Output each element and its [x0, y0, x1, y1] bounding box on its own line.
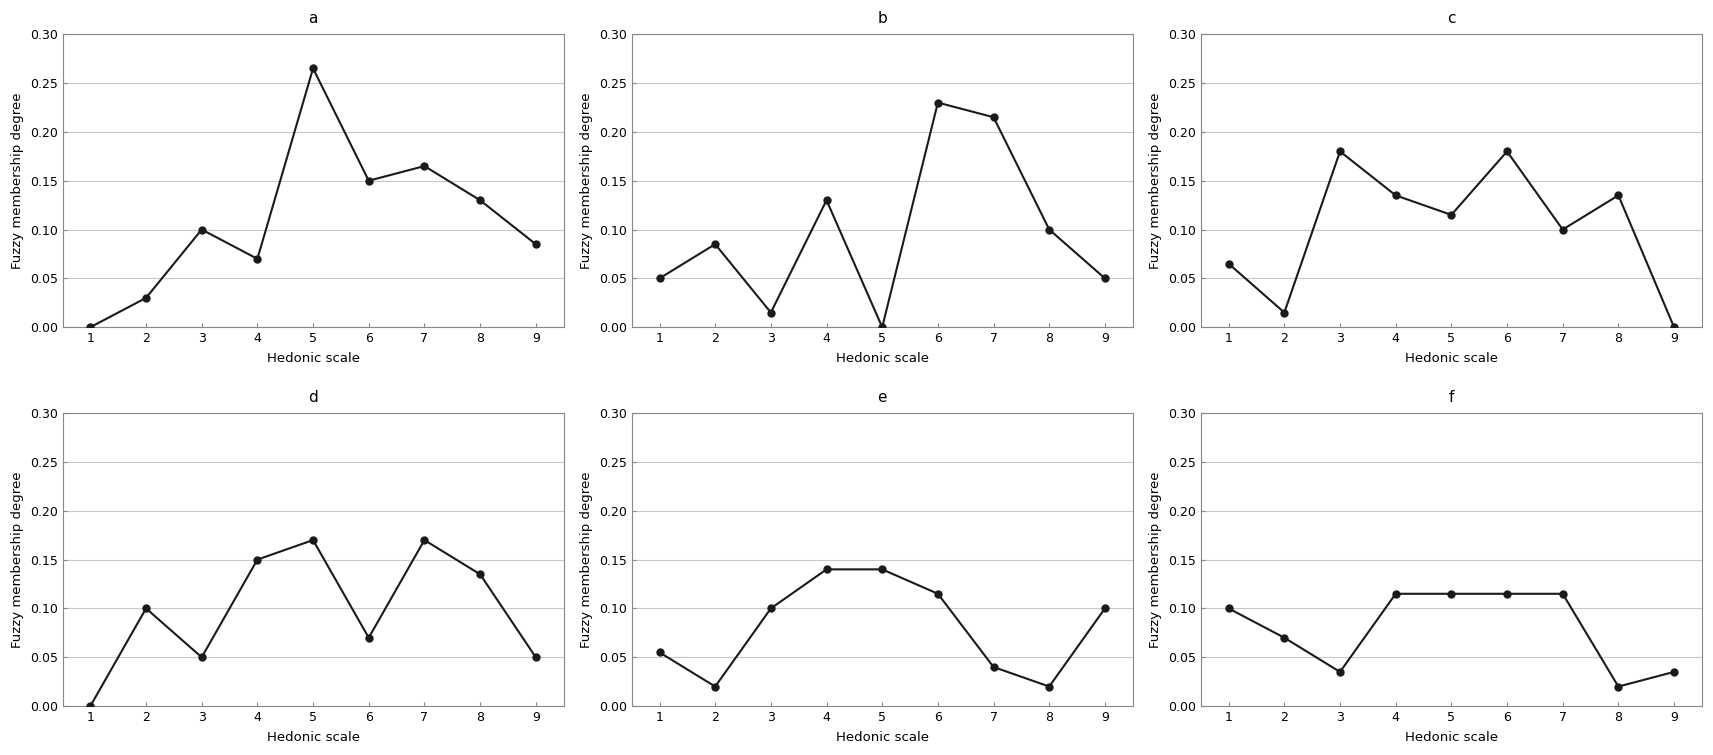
- Y-axis label: Fuzzy membership degree: Fuzzy membership degree: [10, 92, 24, 269]
- Y-axis label: Fuzzy membership degree: Fuzzy membership degree: [1149, 471, 1163, 648]
- Y-axis label: Fuzzy membership degree: Fuzzy membership degree: [10, 471, 24, 648]
- Title: b: b: [877, 11, 887, 26]
- X-axis label: Hedonic scale: Hedonic scale: [1405, 352, 1497, 365]
- Y-axis label: Fuzzy membership degree: Fuzzy membership degree: [1149, 92, 1163, 269]
- X-axis label: Hedonic scale: Hedonic scale: [267, 731, 360, 744]
- X-axis label: Hedonic scale: Hedonic scale: [1405, 731, 1497, 744]
- Y-axis label: Fuzzy membership degree: Fuzzy membership degree: [581, 92, 593, 269]
- Title: f: f: [1449, 390, 1454, 405]
- Title: a: a: [308, 11, 317, 26]
- Title: e: e: [877, 390, 887, 405]
- X-axis label: Hedonic scale: Hedonic scale: [267, 352, 360, 365]
- Title: d: d: [308, 390, 319, 405]
- X-axis label: Hedonic scale: Hedonic scale: [836, 731, 928, 744]
- Title: c: c: [1447, 11, 1456, 26]
- Y-axis label: Fuzzy membership degree: Fuzzy membership degree: [581, 471, 593, 648]
- X-axis label: Hedonic scale: Hedonic scale: [836, 352, 928, 365]
